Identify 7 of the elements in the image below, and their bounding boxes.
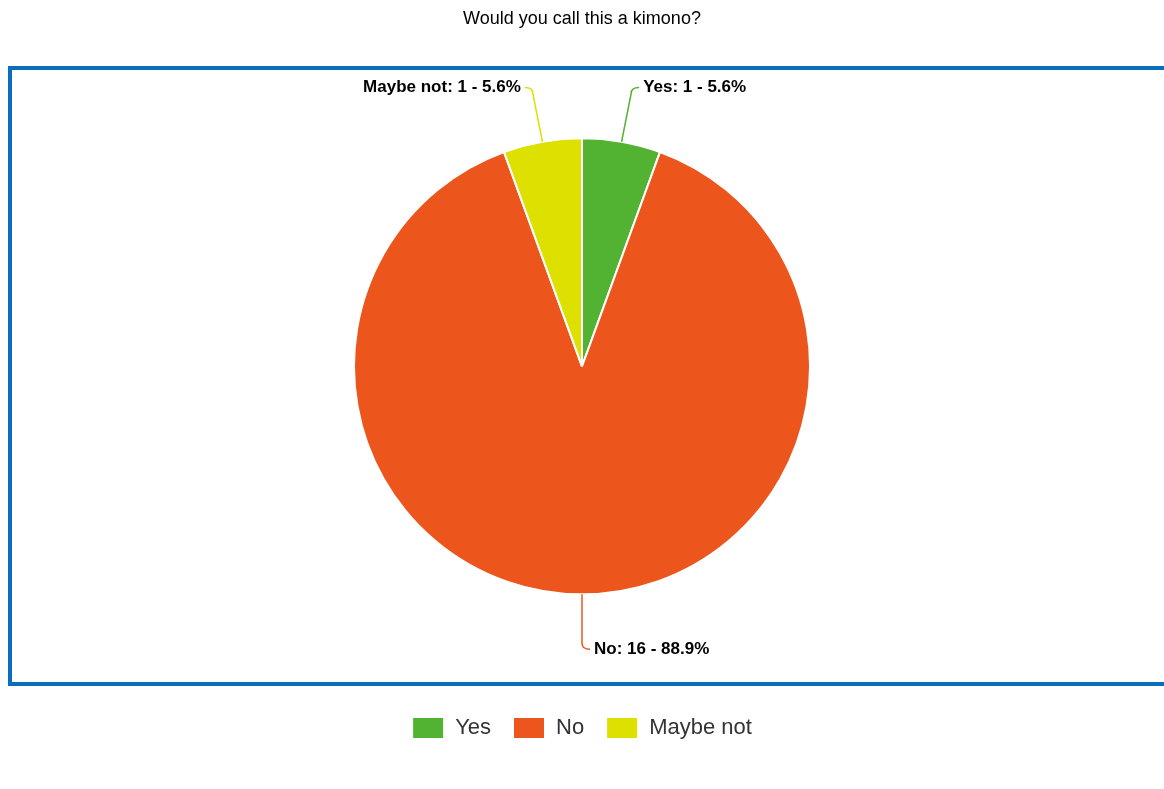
chart-title: Would you call this a kimono? (463, 7, 701, 28)
legend-label: Yes (455, 714, 492, 740)
data-label: Yes: 1 - 5.6% (643, 77, 747, 97)
data-label: No: 16 - 88.9% (594, 638, 710, 658)
legend-label: No (556, 714, 585, 740)
legend-label: Maybe not (649, 714, 752, 740)
data-label: Maybe not: 1 - 5.6% (363, 77, 521, 97)
